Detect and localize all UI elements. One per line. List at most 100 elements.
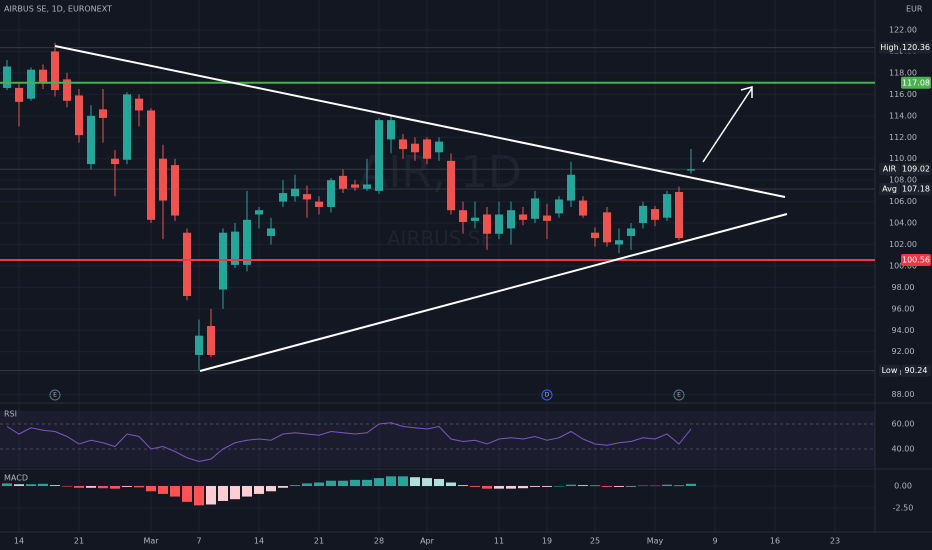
rsi-band [0, 411, 875, 467]
price-value: 117.08 [902, 78, 930, 87]
marks [0, 42, 875, 506]
candle-body [411, 143, 419, 153]
macd-bar [14, 484, 24, 487]
candle-body [615, 240, 623, 245]
price-name: Low [882, 366, 898, 375]
y-tick-label: 122.00 [889, 26, 917, 35]
macd-bar [146, 486, 156, 492]
x-tick-label: 21 [314, 537, 324, 546]
candle-body [591, 232, 599, 239]
candle-body [243, 219, 251, 265]
candle-body [579, 200, 587, 216]
candle-body [339, 175, 347, 189]
candle-body [327, 180, 335, 207]
y-tick-label: 94.00 [892, 326, 915, 335]
macd-bar [650, 485, 660, 487]
x-tick-label: 23 [830, 537, 840, 546]
macd-bar [134, 486, 144, 488]
macd-bar [566, 484, 576, 487]
macd-bar [38, 483, 48, 487]
candle-body [39, 69, 47, 84]
candle-body [27, 69, 35, 99]
currency: EUR [906, 5, 923, 14]
price-value: 107.18 [902, 184, 930, 193]
candle-body [207, 326, 215, 355]
macd-bar [470, 486, 480, 487]
candle-body [495, 214, 503, 234]
x-tick-label: 19 [542, 537, 552, 546]
candle-body [231, 231, 239, 265]
arrow [702, 87, 753, 163]
macd-bar [170, 486, 180, 497]
macd-bar [458, 485, 468, 487]
macd-bar [506, 486, 516, 489]
macd-bar [338, 480, 348, 487]
candle-body [219, 232, 227, 290]
candle-body [423, 139, 431, 159]
price-name: AIR [883, 165, 897, 174]
event-icon [49, 389, 61, 401]
grid [0, 0, 875, 532]
macd-bar [638, 485, 648, 487]
x-tick-label: 25 [590, 537, 600, 546]
price-name-box [879, 364, 900, 377]
macd-bar [530, 486, 540, 487]
y-tick-label: 96.00 [892, 304, 915, 313]
candle-body [531, 198, 539, 219]
macd-bar [398, 476, 408, 487]
rsi-tick-label: 60.00 [892, 420, 915, 429]
x-tick-label: 16 [770, 537, 780, 546]
event-icon [541, 389, 553, 401]
candle-body [135, 98, 143, 111]
event[interactable]: E [49, 389, 61, 401]
macd-bar [206, 486, 216, 505]
candle-body [483, 214, 491, 234]
price-box [901, 364, 931, 377]
macd-bar [362, 479, 372, 487]
candle-body [627, 228, 635, 236]
macd-bar [2, 483, 12, 487]
candle-body [315, 201, 323, 207]
y-tick-label: 106.00 [889, 197, 917, 206]
candle-body [363, 184, 371, 189]
macd-bar [494, 486, 504, 489]
macd-bar [614, 486, 624, 487]
macd-bar [386, 476, 396, 487]
y-tick-label: 108.00 [889, 176, 917, 185]
macd-bar [50, 485, 60, 487]
macd-bar [602, 486, 612, 487]
x-tick-label: 28 [374, 537, 384, 546]
macd-bar [662, 484, 672, 487]
candle-body [51, 51, 59, 91]
watermark: AIR, 1D [358, 147, 522, 198]
price-name-box [879, 163, 900, 176]
y-tick-label: 110.00 [889, 154, 917, 163]
y-tick-label: 118.00 [889, 68, 917, 77]
x-tick-label: 7 [196, 537, 201, 546]
candle-body [87, 115, 95, 165]
candle-body [15, 87, 23, 102]
candle-body [159, 158, 167, 201]
price-value: 90.24 [905, 366, 928, 375]
candle-body [279, 193, 287, 202]
macd-bar [314, 482, 324, 487]
macd-bar [74, 486, 84, 488]
macd-tick-label: -2.50 [893, 504, 914, 513]
candle-body [171, 165, 179, 216]
macd-bar [86, 486, 96, 488]
candle-body [471, 217, 479, 221]
event[interactable]: E [673, 389, 685, 401]
x-tick-label: 21 [74, 537, 84, 546]
event[interactable]: D [541, 389, 553, 401]
macd-bar [350, 479, 360, 487]
watermark-sub: AIRBUS SE [387, 227, 493, 251]
macd-bar [578, 485, 588, 487]
candle-body [567, 174, 575, 201]
price-box [901, 253, 931, 266]
y-tick-label: 100.00 [889, 261, 917, 270]
candle-body [435, 141, 443, 153]
trend-line [199, 213, 788, 372]
macd-bar [290, 485, 300, 487]
